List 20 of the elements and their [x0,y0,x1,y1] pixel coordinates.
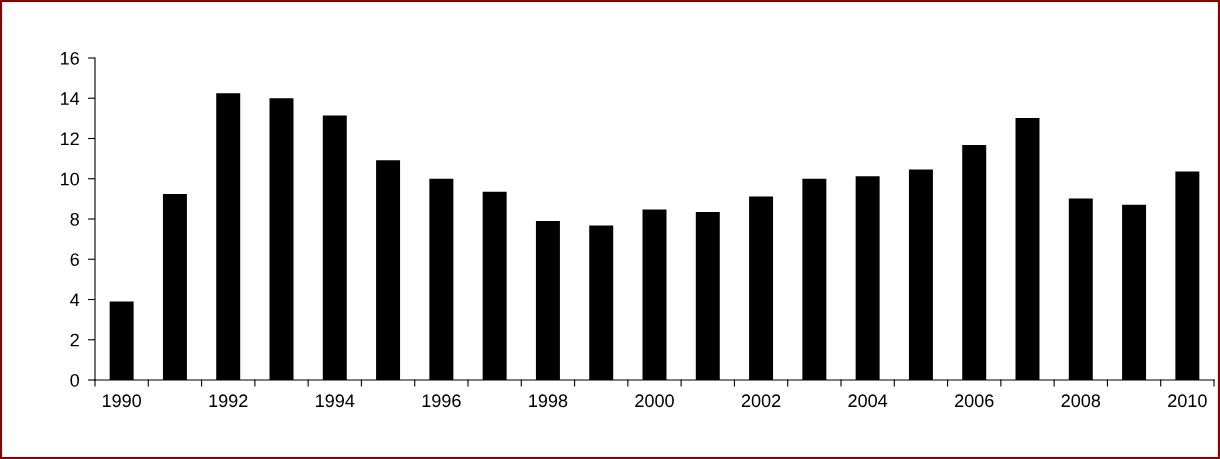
x-tick-label: 1990 [102,394,142,408]
x-tick-label: 1996 [422,394,461,408]
x-tick-label: 1994 [316,394,355,408]
x-tick-label: 2008 [1061,394,1101,408]
y-tick-label: 6 [70,253,79,266]
x-tick-label: 2006 [955,394,994,408]
y-tick-label: 0 [70,373,80,387]
x-tick-label: 2000 [635,394,674,408]
y-tick-label: 8 [70,212,79,226]
x-tick-label: 1998 [529,394,568,408]
x-tick-label: 2002 [741,394,781,408]
y-tick-label: 2 [70,333,79,347]
x-tick-label: 2004 [848,394,888,408]
y-tick-label: 4 [70,293,80,307]
y-tick-label: 12 [61,132,79,146]
x-tick-label: 1992 [209,394,248,408]
y-tick-label: 14 [61,92,80,105]
y-tick-label: 16 [61,51,79,65]
x-tick-label: 2010 [1168,394,1207,408]
y-tick-label: 10 [61,172,80,186]
